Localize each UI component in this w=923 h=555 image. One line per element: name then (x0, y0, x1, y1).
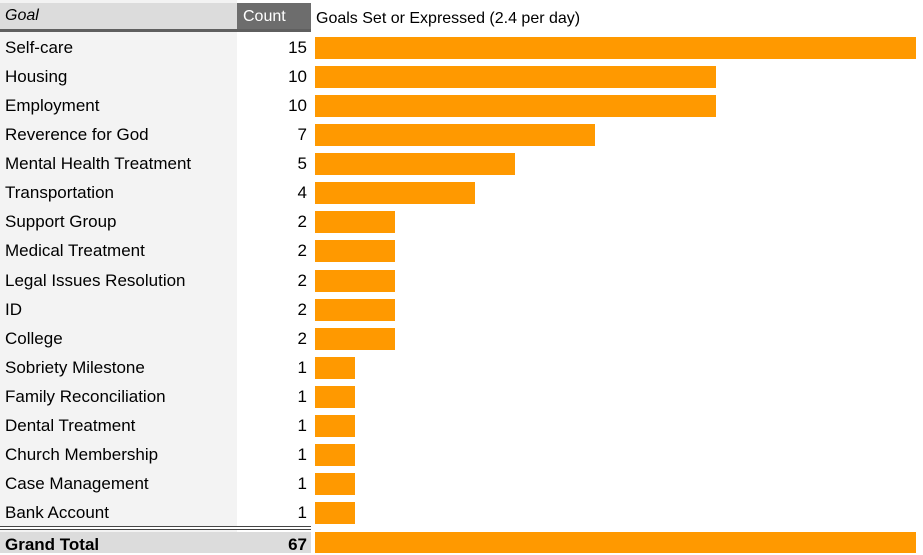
goal-label: Legal Issues Resolution (5, 270, 186, 290)
goal-label: Mental Health Treatment (5, 154, 192, 174)
bar (315, 385, 356, 408)
count-value: 2 (297, 299, 307, 319)
grand-total-label: Grand Total (5, 535, 100, 554)
grand-total-count: 67 (288, 535, 307, 554)
goal-label: Transportation (5, 183, 114, 203)
goal-label: ID (5, 299, 22, 319)
bar (315, 473, 356, 496)
count-value: 2 (297, 328, 307, 348)
goal-label: Reverence for God (5, 125, 149, 145)
bar (315, 356, 356, 379)
goal-label: Dental Treatment (5, 415, 136, 435)
count-value: 10 (288, 67, 307, 87)
count-value: 1 (297, 503, 307, 523)
count-value: 5 (297, 154, 307, 174)
grand-total-row (0, 532, 311, 553)
bar (315, 182, 476, 205)
bar (315, 502, 356, 525)
count-value: 1 (297, 357, 307, 377)
count-value: 1 (297, 386, 307, 406)
goal-column-background (0, 0, 237, 553)
count-value: 2 (297, 270, 307, 290)
count-value: 1 (297, 415, 307, 435)
count-value: 1 (297, 444, 307, 464)
goal-label: Employment (5, 96, 100, 116)
bar (315, 269, 396, 292)
count-value: 15 (288, 38, 307, 57)
bar (315, 298, 396, 321)
bar (315, 66, 716, 89)
total-divider (0, 526, 311, 530)
bar (315, 414, 356, 437)
goal-label: Church Membership (5, 444, 159, 464)
chart-title: Goals Set or Expressed (2.4 per day) (316, 10, 581, 27)
bar (315, 124, 596, 147)
goal-label: Support Group (5, 212, 117, 232)
count-header-label: Count (243, 8, 286, 25)
count-value: 10 (288, 96, 307, 116)
goal-label: Housing (5, 67, 68, 87)
goal-label: Medical Treatment (5, 241, 145, 261)
bar (315, 37, 916, 59)
count-value: 2 (297, 212, 307, 232)
goal-label: Case Management (5, 474, 149, 494)
bar (315, 95, 716, 118)
goal-label: College (5, 328, 63, 348)
bar (315, 211, 396, 234)
bar (315, 443, 356, 466)
goal-label: Family Reconciliation (5, 386, 166, 406)
grand-total-bar (315, 532, 916, 553)
bar (315, 153, 516, 176)
count-value: 7 (297, 125, 307, 145)
count-value: 2 (297, 241, 307, 261)
goal-column-header[interactable]: Goal (0, 3, 237, 32)
goal-label: Self-care (5, 38, 74, 57)
count-value: 1 (297, 474, 307, 494)
bar (315, 240, 396, 263)
goal-header-label: Goal (5, 7, 39, 24)
count-value: 4 (297, 183, 307, 203)
count-column-header[interactable]: Count (237, 3, 311, 32)
goal-label: Bank Account (5, 503, 109, 523)
goal-label: Sobriety Milestone (5, 357, 145, 377)
bar (315, 327, 396, 350)
